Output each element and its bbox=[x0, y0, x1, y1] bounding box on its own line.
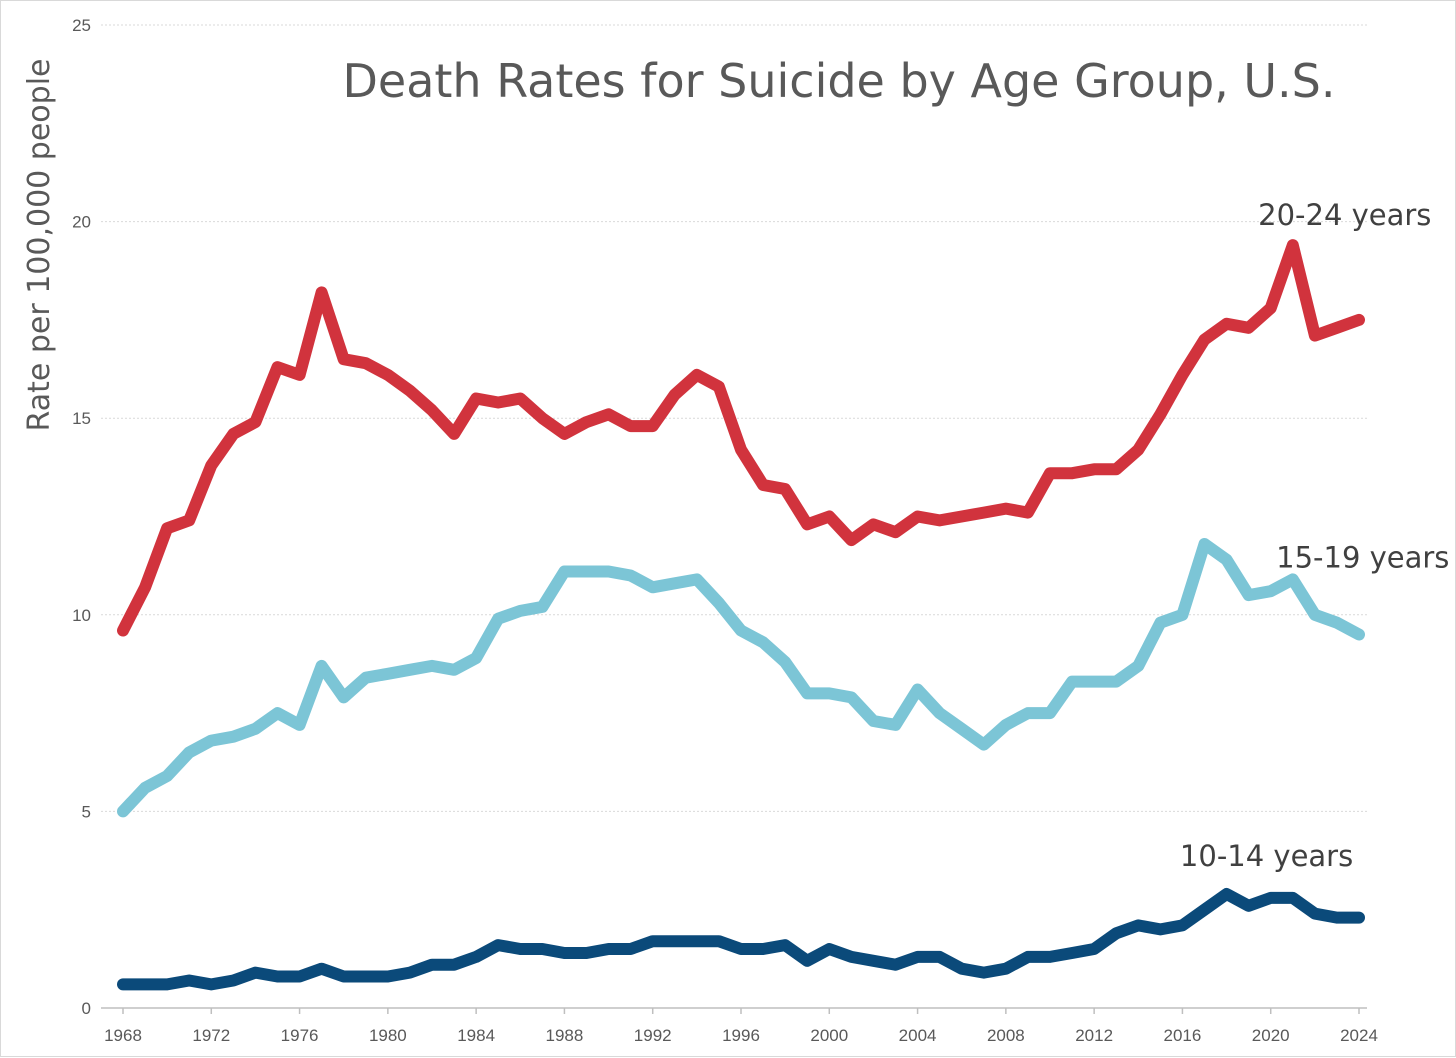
y-tick-label: 5 bbox=[82, 802, 91, 821]
series-label: 10-14 years bbox=[1180, 839, 1353, 873]
series-line-10-14-years bbox=[117, 888, 1365, 991]
y-tick-label: 0 bbox=[82, 999, 91, 1018]
x-tick-label: 2012 bbox=[1075, 1026, 1113, 1045]
series-label: 15-19 years bbox=[1276, 540, 1449, 574]
y-tick-label: 20 bbox=[72, 213, 91, 232]
y-tick-label: 10 bbox=[72, 606, 91, 625]
axis-layer: 0 5 10 15 20 25 1968 1972 1976 1980 1984 1988 1992 19… bbox=[72, 16, 1378, 1045]
x-tick-label: 1992 bbox=[634, 1026, 672, 1045]
chart-title: Death Rates for Suicide by Age Group, U.… bbox=[342, 54, 1335, 108]
series-layer bbox=[117, 239, 1365, 991]
y-tick-label: 25 bbox=[72, 16, 91, 35]
y-tick-label: 15 bbox=[72, 409, 91, 428]
series-line-20-24-years bbox=[117, 239, 1365, 637]
x-tick-label: 2024 bbox=[1340, 1026, 1378, 1045]
y-axis-label: Rate per 100,000 people bbox=[22, 59, 57, 432]
x-tick-label: 1968 bbox=[104, 1026, 142, 1045]
x-tick-label: 2008 bbox=[987, 1026, 1025, 1045]
x-tick-label: 1976 bbox=[281, 1026, 319, 1045]
x-tick-label: 2020 bbox=[1252, 1026, 1290, 1045]
series-line-15-19-years bbox=[117, 538, 1365, 818]
x-tick-label: 1984 bbox=[457, 1026, 495, 1045]
x-tick-label: 1972 bbox=[192, 1026, 230, 1045]
x-tick-label: 2004 bbox=[899, 1026, 937, 1045]
x-tick-label: 2016 bbox=[1164, 1026, 1202, 1045]
series-label: 20-24 years bbox=[1258, 198, 1431, 232]
x-tick-label: 1996 bbox=[722, 1026, 760, 1045]
x-tick-label: 1980 bbox=[369, 1026, 407, 1045]
x-tick-label: 2000 bbox=[810, 1026, 848, 1045]
label-layer: 20-24 years 15-19 years 10-14 years bbox=[1180, 198, 1450, 873]
x-tick-label: 1988 bbox=[546, 1026, 584, 1045]
